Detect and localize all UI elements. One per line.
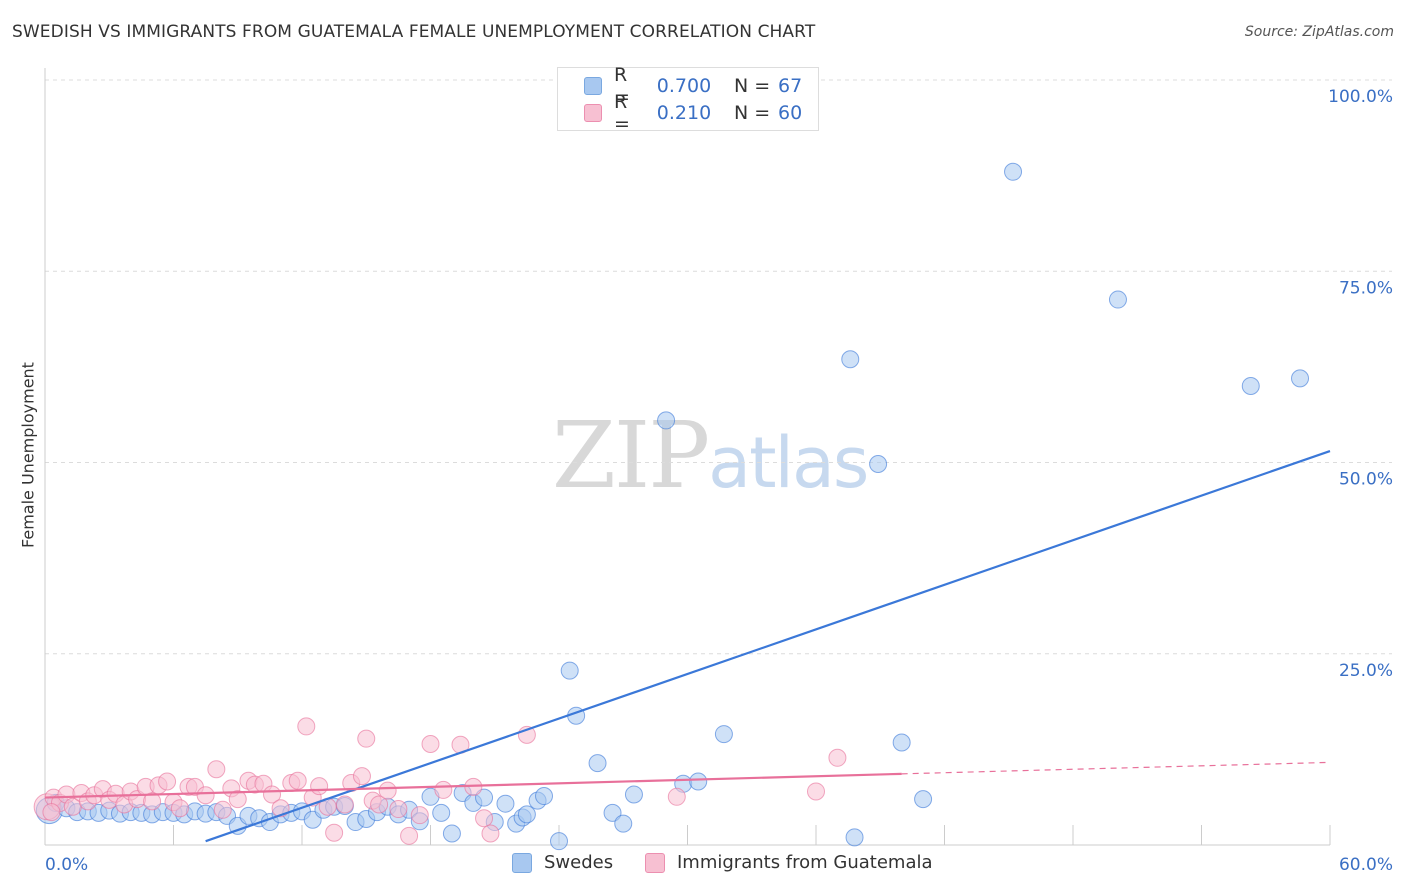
source-label: Source: ZipAtlas.com xyxy=(1244,24,1394,40)
chart-title: SWEDISH VS IMMIGRANTS FROM GUATEMALA FEM… xyxy=(12,22,816,42)
legend-n-value: 60 xyxy=(778,102,803,124)
guatemala-point xyxy=(42,803,61,822)
legend-r-label: R = xyxy=(614,64,630,108)
legend-r-value: 0.700 xyxy=(656,75,712,97)
guatemala-trend-line xyxy=(44,772,902,799)
legend-row-swedes: R = 0.700 N = 67 xyxy=(584,64,803,108)
swedes-point xyxy=(892,733,911,752)
legend-n-label: N = xyxy=(734,75,771,97)
watermark: ZIPatlas xyxy=(552,402,869,509)
y-tick-label: 75.0% xyxy=(1339,278,1393,298)
guatemala-trend-extension xyxy=(901,761,1331,775)
guatemala-point xyxy=(475,809,494,828)
swedes-point xyxy=(1004,162,1023,181)
swedes-point xyxy=(841,350,860,369)
guatemala-point xyxy=(357,729,376,748)
correlation-legend: R = 0.700 N = 67 R = 0.210 N = 60 xyxy=(557,64,819,135)
series-legend-guatemala[interactable]: Immigrants from Guatemala xyxy=(645,852,933,873)
guatemala-point xyxy=(378,781,397,800)
guatemala-point xyxy=(213,800,232,819)
swedes-point xyxy=(845,828,864,847)
guatemala-point xyxy=(196,786,215,805)
guatemala-point xyxy=(352,767,371,786)
legend-r-value: 0.210 xyxy=(656,102,712,124)
series-legend-label: Swedes xyxy=(544,852,614,873)
y-tick-label: 50.0% xyxy=(1339,470,1393,490)
legend-r-label: R = xyxy=(614,91,630,135)
legend-row-guatemala: R = 0.210 N = 60 xyxy=(584,91,803,135)
guatemala-point xyxy=(828,748,847,767)
x-tick-label: 0.0% xyxy=(45,855,88,875)
legend-n-label: N = xyxy=(734,102,771,124)
swedes-point xyxy=(603,803,622,822)
swedes-trend-line xyxy=(205,449,1331,843)
guatemala-point xyxy=(297,717,316,736)
guatemala-point xyxy=(370,795,389,814)
guatemala-point xyxy=(310,777,329,796)
legend-swatch-swedes xyxy=(584,77,602,95)
guatemala-point xyxy=(325,823,344,842)
series-legend-swedes[interactable]: Swedes xyxy=(512,852,613,873)
swedes-point xyxy=(714,725,733,744)
swedes-point xyxy=(517,805,536,824)
guatemala-point xyxy=(228,790,247,809)
guatemala-point xyxy=(288,771,307,790)
guatemala-point xyxy=(434,780,453,799)
guatemala-point xyxy=(143,792,162,811)
series-legend-label: Immigrants from Guatemala xyxy=(677,852,933,873)
swedes-point xyxy=(588,754,607,773)
swedes-point xyxy=(614,814,633,833)
swedes-point xyxy=(914,790,933,809)
swedes-point xyxy=(442,824,461,843)
swedes-point xyxy=(432,803,451,822)
guatemala-point xyxy=(807,782,825,801)
legend-n-value: 67 xyxy=(778,75,803,97)
legend-swatch-guatemala xyxy=(584,104,602,122)
guatemala-point xyxy=(335,795,354,814)
swedes-point xyxy=(1291,369,1310,388)
series-swatch-swedes xyxy=(512,852,532,873)
swedes-point xyxy=(689,772,708,791)
swedes-point xyxy=(869,455,888,474)
series-swatch-guatemala xyxy=(645,852,665,873)
swedes-point xyxy=(624,785,643,804)
swedes-point xyxy=(496,794,515,813)
guatemala-point xyxy=(170,799,189,818)
guatemala-point xyxy=(158,772,177,791)
series-legend: Swedes Immigrants from Guatemala xyxy=(0,852,1406,876)
guatemala-point xyxy=(667,787,686,806)
y-tick-label: 25.0% xyxy=(1339,661,1393,681)
watermark-zip: ZIP xyxy=(552,402,710,509)
guatemala-point xyxy=(410,806,429,825)
swedes-point xyxy=(560,661,579,680)
swedes-point xyxy=(475,788,494,807)
y-tick-label: 100.0% xyxy=(1328,87,1393,107)
guatemala-point xyxy=(400,826,419,845)
swedes-point xyxy=(657,411,676,430)
x-tick-label: 60.0% xyxy=(1339,855,1393,875)
swedes-point xyxy=(1241,377,1260,395)
guatemala-point xyxy=(389,800,408,819)
guatemala-point xyxy=(481,824,500,843)
guatemala-point xyxy=(421,735,440,754)
swedes-point xyxy=(1108,290,1127,309)
guatemala-point xyxy=(207,760,226,779)
swedes-point xyxy=(550,832,568,851)
swedes-point xyxy=(535,787,554,806)
